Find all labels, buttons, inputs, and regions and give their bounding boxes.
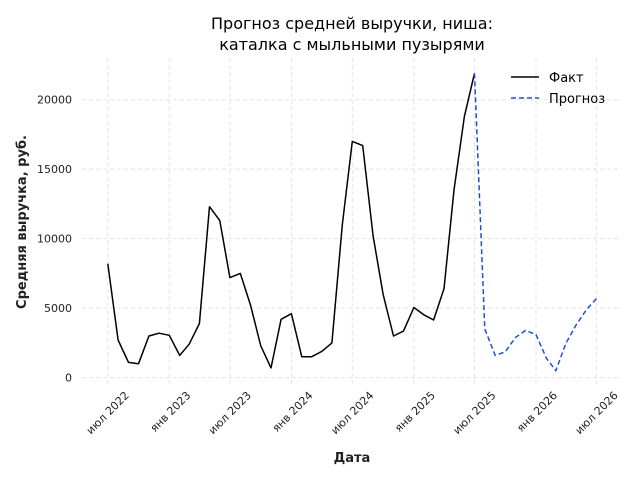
legend-label-forecast: Прогноз — [549, 92, 605, 107]
x-tick-label: июл 2024 — [328, 389, 376, 437]
y-tick-label: 5000 — [44, 302, 72, 315]
legend-label-fact: Факт — [549, 71, 584, 86]
y-axis-label: Средняя выручка, руб. — [15, 135, 30, 309]
x-axis-label: Дата — [334, 451, 371, 466]
x-tick-label: янв 2023 — [148, 389, 194, 435]
grid — [82, 58, 622, 386]
x-tick-label: июл 2025 — [451, 389, 499, 437]
y-tick-label: 20000 — [37, 94, 72, 107]
x-tick-label: июл 2022 — [84, 389, 132, 437]
x-tick-label: янв 2026 — [514, 389, 560, 435]
x-tick-label: янв 2024 — [270, 389, 316, 435]
x-tick-label: июл 2026 — [573, 389, 621, 437]
y-tick-label: 10000 — [37, 233, 72, 246]
legend: Факт Прогноз — [511, 71, 605, 107]
chart-title-line-2: каталка с мыльными пузырями — [219, 35, 485, 54]
y-tick-labels: 0 5000 10000 15000 20000 — [37, 94, 72, 385]
y-tick-label: 15000 — [37, 163, 72, 176]
x-tick-labels: июл 2022 янв 2023 июл 2023 янв 2024 июл 2024… — [84, 389, 621, 437]
x-tick-label: июл 2023 — [206, 389, 254, 437]
series-layer — [107, 73, 598, 372]
x-tick-label: янв 2025 — [392, 389, 438, 435]
chart-title-line-1: Прогноз средней выручки, ниша: — [211, 14, 493, 33]
y-tick-label: 0 — [65, 372, 72, 385]
